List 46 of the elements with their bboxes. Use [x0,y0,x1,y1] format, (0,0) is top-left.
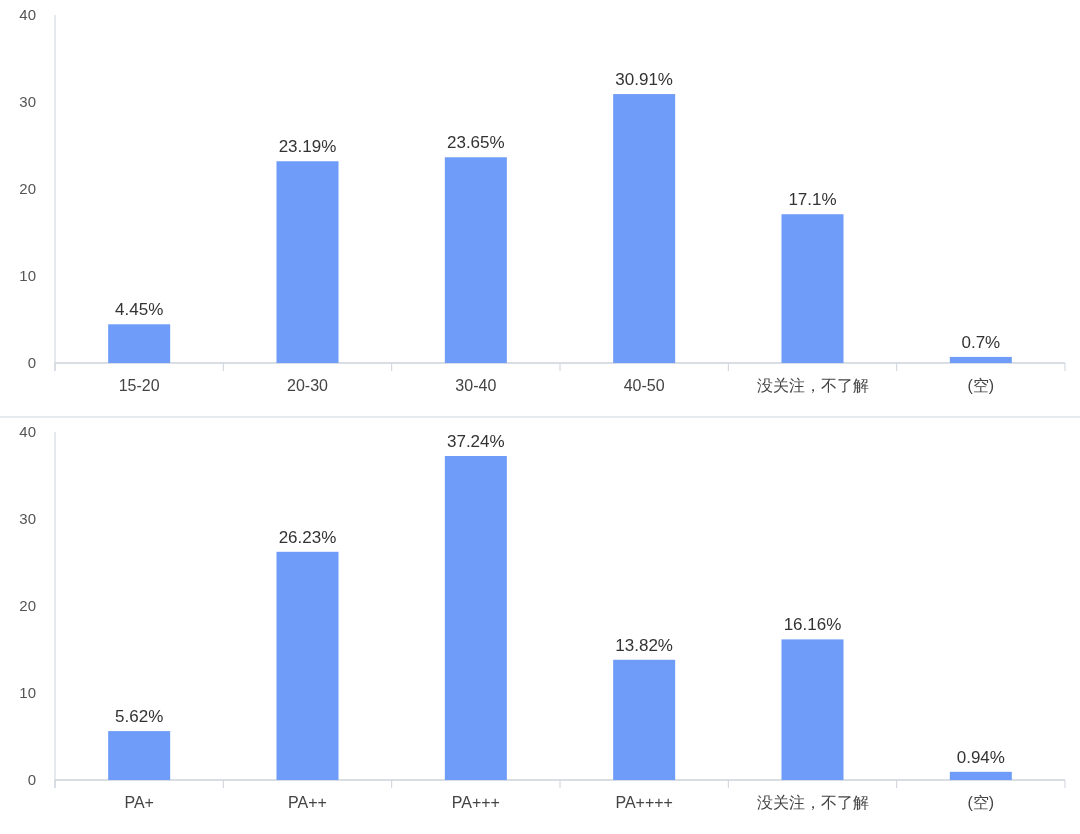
x-tick-label: (空) [967,377,995,394]
data-label: 5.62% [115,707,164,727]
data-label: 17.1% [788,190,837,210]
y-tick-label: 30 [19,510,36,527]
x-tick-label: 40-50 [623,377,665,394]
data-label: 23.19% [278,137,337,157]
bar [108,324,171,363]
bar [613,94,676,363]
x-tick-label: PA+++ [451,794,500,811]
data-label: 4.45% [115,300,164,320]
y-tick-label: 40 [19,6,36,23]
bar [781,639,844,780]
y-tick-label: 0 [27,354,36,371]
bar [444,157,507,363]
x-tick-label: 30-40 [455,377,497,394]
x-tick-label: PA+ [124,794,154,811]
data-label: 0.7% [961,332,1001,352]
data-label: 30.91% [615,70,673,90]
data-label: 0.94% [956,747,1005,767]
x-tick-label: PA++ [288,794,327,811]
bar [108,731,171,780]
x-tick-label: 没关注，不了解 [756,377,869,394]
bar [949,771,1012,780]
data-label: 23.65% [447,133,505,153]
y-tick-label: 10 [19,267,36,284]
y-tick-label: 40 [19,423,36,440]
x-tick-label: 15-20 [118,377,160,394]
x-tick-label: PA++++ [615,794,673,811]
y-tick-label: 10 [19,684,36,701]
x-tick-label: 没关注，不了解 [756,794,869,811]
data-label: 26.23% [278,527,337,547]
bar [949,356,1012,363]
bar [276,551,339,780]
x-tick-label: 20-30 [287,377,329,394]
y-tick-label: 0 [27,771,36,788]
data-label: 16.16% [783,615,842,635]
bar [613,659,676,780]
data-label: 13.82% [615,635,673,655]
bar [781,214,844,363]
x-tick-label: (空) [967,794,995,811]
y-tick-label: 30 [19,93,36,110]
bar [276,161,339,363]
data-label: 37.24% [447,432,505,452]
y-tick-label: 20 [19,597,36,614]
bar [444,456,507,780]
y-tick-label: 20 [19,180,36,197]
